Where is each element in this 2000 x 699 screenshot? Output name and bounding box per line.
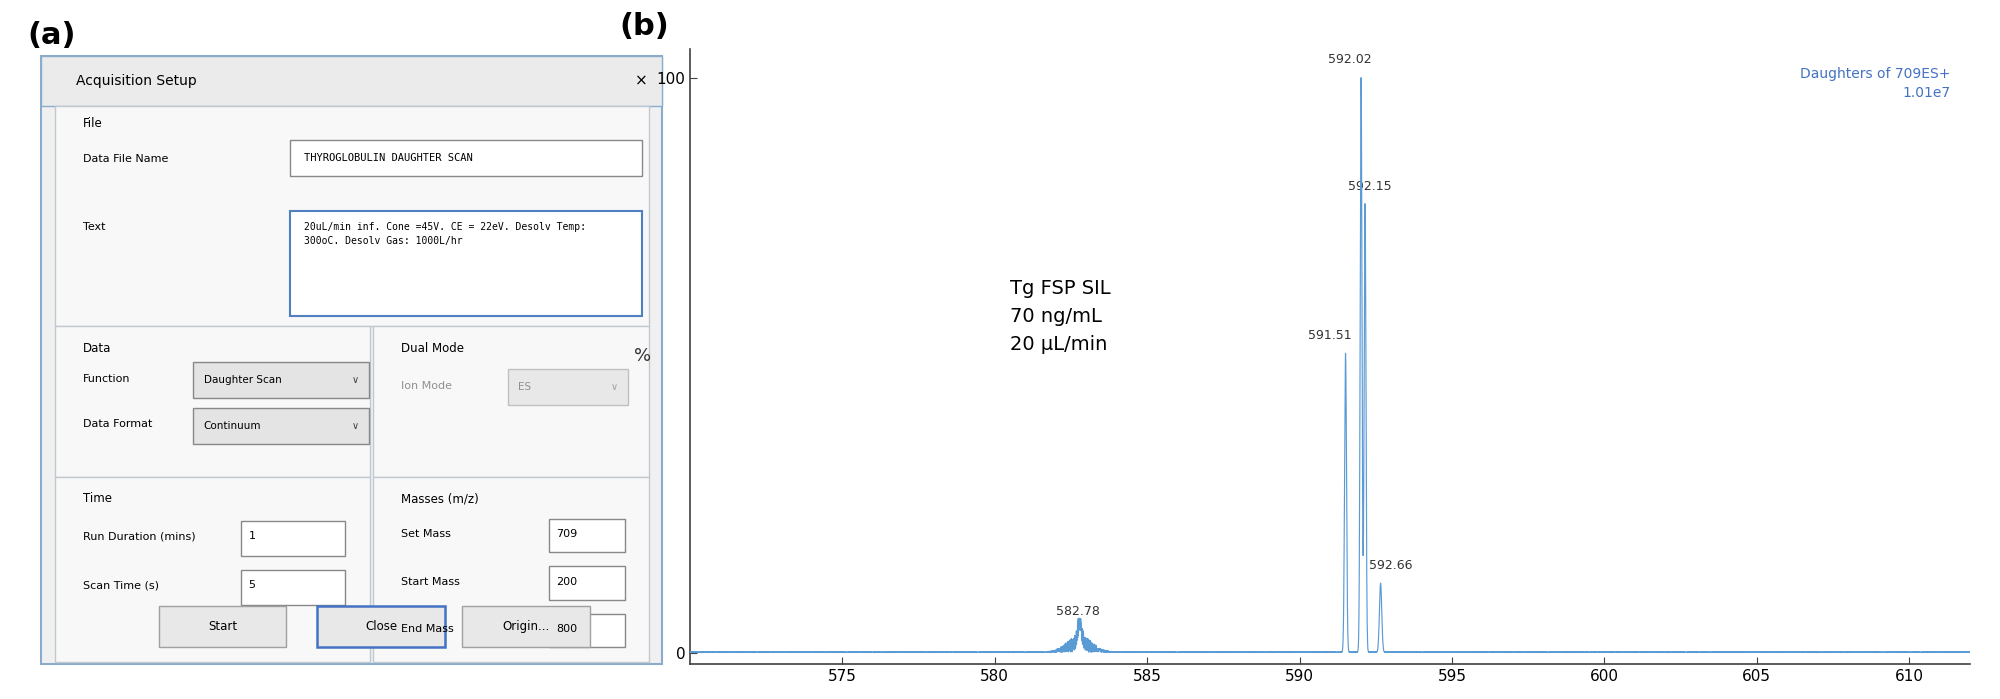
Text: 582.78: 582.78 — [1056, 605, 1100, 618]
Text: Text: Text — [82, 222, 106, 231]
Text: ∨: ∨ — [352, 375, 358, 385]
Text: ES: ES — [518, 382, 532, 392]
Text: ∨: ∨ — [352, 421, 358, 431]
Bar — [194, 362, 370, 398]
Text: 20uL/min inf. Cone =45V. CE = 22eV. Desolv Temp:
300oC. Desolv Gas: 1000L/hr: 20uL/min inf. Cone =45V. CE = 22eV. Deso… — [304, 222, 586, 245]
Bar — [56, 477, 370, 662]
Text: 592.66: 592.66 — [1368, 559, 1412, 572]
Text: 592.02: 592.02 — [1328, 53, 1372, 66]
Text: Data File Name: Data File Name — [82, 154, 168, 164]
Bar — [550, 519, 626, 552]
Text: Run Duration (mins): Run Duration (mins) — [82, 531, 196, 541]
Bar — [550, 566, 626, 600]
Text: 1: 1 — [248, 531, 256, 541]
Text: Time: Time — [82, 492, 112, 505]
Bar — [374, 326, 648, 477]
Bar — [158, 606, 286, 647]
Text: 800: 800 — [556, 624, 578, 634]
Bar — [56, 106, 648, 326]
Bar — [462, 606, 590, 647]
Bar — [242, 570, 346, 605]
Text: Continuum: Continuum — [204, 421, 262, 431]
Bar — [550, 614, 626, 647]
Text: Function: Function — [82, 374, 130, 384]
Text: (b): (b) — [620, 12, 670, 41]
Text: 5: 5 — [248, 580, 256, 590]
Bar — [42, 56, 662, 664]
Bar — [56, 326, 370, 477]
Text: Daughter Scan: Daughter Scan — [204, 375, 282, 385]
Text: 200: 200 — [556, 577, 578, 586]
Text: Start Mass: Start Mass — [400, 577, 460, 586]
Text: Origin...: Origin... — [502, 620, 550, 633]
Text: Dual Mode: Dual Mode — [400, 342, 464, 355]
Text: End Mass: End Mass — [400, 624, 454, 634]
Text: 592.15: 592.15 — [1348, 180, 1392, 193]
Text: 591.51: 591.51 — [1308, 329, 1352, 342]
Bar — [290, 140, 642, 176]
Bar — [318, 606, 446, 647]
Text: Ion Mode: Ion Mode — [400, 381, 452, 391]
Bar — [194, 408, 370, 444]
Text: (a): (a) — [28, 21, 76, 50]
Bar — [290, 211, 642, 316]
Y-axis label: %: % — [634, 347, 650, 366]
Text: ∨: ∨ — [612, 382, 618, 392]
Text: Start: Start — [208, 620, 238, 633]
Bar — [374, 477, 648, 662]
Text: ×: × — [636, 73, 648, 89]
Text: m/z: m/z — [1986, 698, 2000, 699]
Text: Close: Close — [366, 620, 398, 633]
Bar — [242, 521, 346, 556]
Text: File: File — [82, 117, 102, 130]
Text: Set Mass: Set Mass — [400, 529, 450, 539]
Text: Masses (m/z): Masses (m/z) — [400, 492, 478, 505]
Text: Acquisition Setup: Acquisition Setup — [76, 74, 196, 88]
Text: Data: Data — [82, 342, 112, 355]
Text: Daughters of 709ES+
1.01e7: Daughters of 709ES+ 1.01e7 — [1800, 67, 1950, 100]
Bar — [42, 56, 662, 106]
Bar — [508, 369, 628, 405]
Text: 709: 709 — [556, 529, 578, 539]
Text: THYROGLOBULIN DAUGHTER SCAN: THYROGLOBULIN DAUGHTER SCAN — [304, 153, 472, 163]
Text: Scan Time (s): Scan Time (s) — [82, 580, 158, 590]
Text: Data Format: Data Format — [82, 419, 152, 429]
Text: Tg FSP SIL
70 ng/mL
20 μL/min: Tg FSP SIL 70 ng/mL 20 μL/min — [1010, 279, 1110, 354]
